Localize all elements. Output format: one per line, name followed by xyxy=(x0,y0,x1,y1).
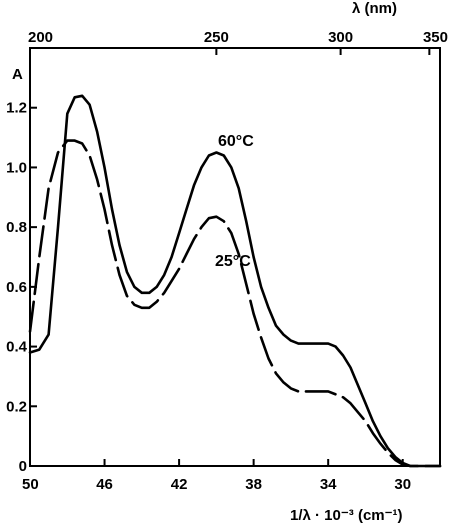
left-tick-label: 0.8 xyxy=(6,219,27,236)
bottom-tick-label: 46 xyxy=(96,476,113,493)
ticks-layer: 50 46 42 38 34 30 200 250 300 350 0 0.2 0.4 0.6 0.8 1.0… xyxy=(6,29,448,493)
left-tick-label: 0 xyxy=(19,458,27,475)
top-axis-title: λ (nm) xyxy=(352,0,397,17)
bottom-tick-label: 42 xyxy=(171,476,188,493)
bottom-tick-label: 38 xyxy=(245,476,262,493)
top-tick-label: 250 xyxy=(204,29,229,46)
top-tick-label: 300 xyxy=(328,29,353,46)
series-label-25c: 25°C xyxy=(215,253,251,270)
series-line-25c xyxy=(28,139,442,468)
bottom-tick-label: 50 xyxy=(22,476,39,493)
left-tick-label: 1.2 xyxy=(6,100,27,117)
series-line-60c xyxy=(28,94,442,468)
plot-frame xyxy=(29,47,441,467)
left-tick-label: 0.2 xyxy=(6,398,27,415)
bottom-tick-label: 34 xyxy=(320,476,337,493)
series-label-60c: 60°C xyxy=(218,133,254,150)
left-tick-label: 0.6 xyxy=(6,279,27,296)
left-axis-title: A xyxy=(12,66,23,83)
top-tick-label: 350 xyxy=(423,29,448,46)
top-tick-label: 200 xyxy=(28,29,53,46)
left-tick-label: 1.0 xyxy=(6,159,27,176)
left-tick-label: 0.4 xyxy=(6,339,28,356)
series-layer xyxy=(28,94,442,468)
bottom-tick-label: 30 xyxy=(394,476,411,493)
bottom-axis-title: 1/λ · 10⁻³ (cm⁻¹) xyxy=(290,507,403,524)
